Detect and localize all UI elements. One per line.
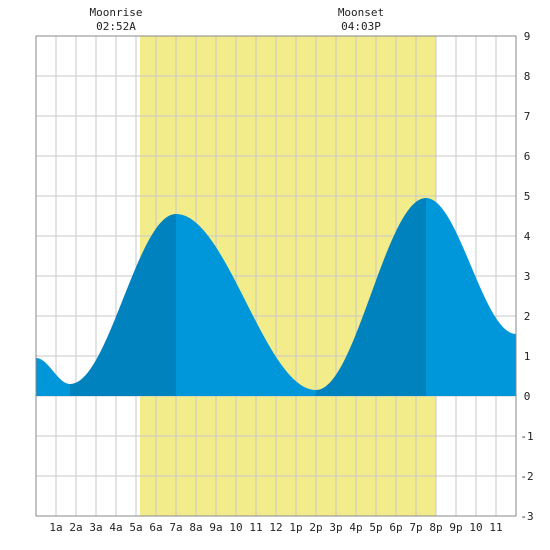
- falling-tide-area: [36, 358, 70, 396]
- y-tick-label: -3: [520, 510, 533, 523]
- y-tick-label: 8: [524, 70, 531, 83]
- x-tick-label: 7p: [409, 521, 422, 534]
- x-tick-label: 11: [489, 521, 502, 534]
- x-tick-label: 9a: [209, 521, 222, 534]
- falling-tide-area: [176, 214, 316, 396]
- moon-event-title: Moonrise: [90, 6, 143, 19]
- x-tick-label: 5a: [129, 521, 142, 534]
- x-tick-label: 3a: [89, 521, 102, 534]
- y-tick-label: 4: [524, 230, 531, 243]
- y-tick-label: 9: [524, 30, 531, 43]
- x-tick-label: 2p: [309, 521, 322, 534]
- y-tick-label: 0: [524, 390, 531, 403]
- moon-event-time: 02:52A: [96, 20, 136, 33]
- y-tick-label: 1: [524, 350, 531, 363]
- x-tick-label: 2a: [69, 521, 82, 534]
- x-tick-label: 5p: [369, 521, 382, 534]
- x-tick-label: 4a: [109, 521, 122, 534]
- x-tick-label: 1p: [289, 521, 302, 534]
- falling-tide-area: [426, 198, 516, 396]
- x-tick-label: 10: [229, 521, 242, 534]
- x-tick-label: 4p: [349, 521, 362, 534]
- x-tick-label: 6p: [389, 521, 402, 534]
- x-tick-labels: 1a 2a 3a 4a 5a 6a 7a 8a 9a 10 11 12 1p 2p 3p 4p 5p 6p 7p 8p…: [49, 521, 502, 534]
- x-tick-label: 8a: [189, 521, 202, 534]
- moon-event-title: Moonset: [338, 6, 384, 19]
- x-tick-label: 8p: [429, 521, 442, 534]
- y-tick-label: 5: [524, 190, 531, 203]
- x-tick-label: 7a: [169, 521, 182, 534]
- y-tick-label: -1: [520, 430, 533, 443]
- x-tick-label: 3p: [329, 521, 342, 534]
- x-tick-label: 6a: [149, 521, 162, 534]
- rising-tide-area: [316, 198, 426, 396]
- y-tick-label: 3: [524, 270, 531, 283]
- x-tick-label: 10: [469, 521, 482, 534]
- plot-frame: [35, 35, 517, 517]
- x-tick-label: 1a: [49, 521, 62, 534]
- tide-areas: [36, 198, 516, 396]
- moon-event-time: 04:03P: [341, 20, 381, 33]
- y-tick-label: -2: [520, 470, 533, 483]
- x-tick-label: 12: [269, 521, 282, 534]
- x-tick-label: 11: [249, 521, 262, 534]
- y-tick-label: 2: [524, 310, 531, 323]
- y-tick-label: 7: [524, 110, 531, 123]
- y-tick-labels: -3 -2 -1 0 1 2 3 4 5 6 7 8 9: [520, 30, 533, 523]
- rising-tide-area: [70, 214, 176, 396]
- y-tick-label: 6: [524, 150, 531, 163]
- x-tick-label: 9p: [449, 521, 462, 534]
